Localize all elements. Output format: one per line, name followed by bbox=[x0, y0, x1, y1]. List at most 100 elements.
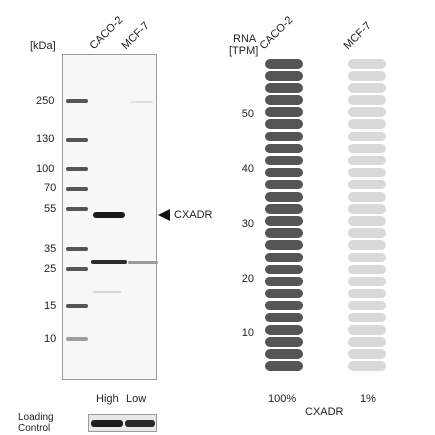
mcf7-rna-pill bbox=[348, 107, 386, 117]
rna-cell-line-mcf7: MCF-7 bbox=[341, 19, 374, 52]
caco2-rna-pill bbox=[265, 300, 303, 311]
marker-label-130: 130 bbox=[36, 133, 55, 145]
mcf7-rna-pill bbox=[348, 179, 386, 190]
target-label: CXADR bbox=[174, 209, 213, 221]
ladder-band-55 bbox=[66, 207, 88, 211]
caco2-band-cxadr bbox=[93, 212, 125, 218]
caco2-rna-pill bbox=[265, 107, 303, 117]
caco2-rna-pill bbox=[265, 83, 303, 93]
mcf7-rna-pill bbox=[348, 71, 386, 81]
mcf7-rna-pill bbox=[348, 288, 386, 299]
caco2-rna-pill bbox=[265, 264, 303, 275]
mcf7-rna-pill bbox=[348, 143, 386, 154]
rna-title-line1: RNA bbox=[233, 33, 257, 45]
caco2-rna-pill bbox=[265, 143, 303, 154]
rna-axis-tick-50: 50 bbox=[241, 108, 254, 120]
rna-axis-tick-10: 10 bbox=[241, 327, 254, 339]
mcf7-rna-pill bbox=[348, 276, 386, 287]
mcf7-rna-pill bbox=[348, 264, 386, 275]
mcf7-rna-pill bbox=[348, 361, 386, 371]
mcf7-rna-pill bbox=[348, 337, 386, 347]
lane-label-mcf7: MCF-7 bbox=[119, 19, 152, 52]
caco2-rna-pill bbox=[265, 95, 303, 105]
mcf7-rna-pill bbox=[348, 312, 386, 323]
mcf7-rna-pill bbox=[348, 83, 386, 93]
loading-band-mcf7 bbox=[125, 420, 155, 427]
caco2-rna-pill bbox=[265, 71, 303, 81]
ladder-band-130 bbox=[66, 138, 88, 142]
caco2-rna-pill bbox=[265, 192, 303, 202]
caco2-rna-pill bbox=[265, 240, 303, 250]
mcf7-rna-pill bbox=[348, 204, 386, 214]
mcf7-rna-pill bbox=[348, 252, 386, 262]
caco2-rna-pill bbox=[265, 59, 303, 69]
loading-band-caco2 bbox=[91, 420, 123, 427]
caco2-band-27kda bbox=[91, 260, 127, 264]
ladder-band-100 bbox=[66, 167, 88, 171]
rna-bar-mcf7 bbox=[348, 59, 386, 373]
rna-axis-tick-20: 20 bbox=[241, 273, 254, 285]
caco2-rna-pill bbox=[265, 337, 303, 347]
mcf7-band-27kda bbox=[128, 261, 158, 264]
caco2-band-faint bbox=[93, 291, 121, 293]
caco2-rna-pill bbox=[265, 155, 303, 166]
caco2-rna-pill bbox=[265, 288, 303, 299]
western-blot-image bbox=[62, 54, 158, 380]
caco2-rna-pill bbox=[265, 119, 303, 129]
rna-title-line2: [TPM] bbox=[229, 45, 259, 57]
lane-level-high: High bbox=[96, 393, 119, 405]
kda-label: [kDa] bbox=[30, 40, 56, 52]
target-arrow-icon bbox=[158, 209, 170, 221]
caco2-rna-pill bbox=[265, 228, 303, 238]
marker-label-15: 15 bbox=[44, 300, 57, 312]
marker-label-55: 55 bbox=[44, 203, 57, 215]
loading-control-label-line2: Control bbox=[18, 423, 51, 434]
caco2-rna-pill bbox=[265, 131, 303, 142]
marker-label-250: 250 bbox=[36, 95, 55, 107]
mcf7-rna-pill bbox=[348, 95, 386, 105]
caco2-rna-pill bbox=[265, 361, 303, 371]
caco2-rna-pill bbox=[265, 216, 303, 226]
ladder-band-35 bbox=[66, 247, 88, 251]
rna-axis-tick-40: 40 bbox=[241, 163, 254, 175]
mcf7-rna-pill bbox=[348, 59, 386, 69]
mcf7-rna-pill bbox=[348, 192, 386, 202]
marker-label-10: 10 bbox=[44, 333, 57, 345]
ladder-band-25 bbox=[66, 267, 88, 271]
caco2-rna-pill bbox=[265, 312, 303, 323]
mcf7-rna-pill bbox=[348, 155, 386, 166]
mcf7-rna-pill bbox=[348, 216, 386, 226]
rna-gene-label: CXADR bbox=[305, 406, 344, 418]
rna-percent-caco2: 100% bbox=[268, 393, 297, 405]
mcf7-rna-pill bbox=[348, 228, 386, 238]
caco2-rna-pill bbox=[265, 276, 303, 287]
mcf7-rna-pill bbox=[348, 167, 386, 178]
ladder-band-10 bbox=[66, 337, 88, 341]
ladder-band-70 bbox=[66, 187, 88, 191]
caco2-rna-pill bbox=[265, 204, 303, 214]
marker-label-35: 35 bbox=[44, 243, 57, 255]
rna-bar-caco2 bbox=[265, 59, 303, 373]
loading-control-label-line1: Loading bbox=[18, 412, 54, 423]
lane-level-low: Low bbox=[126, 393, 147, 405]
mcf7-rna-pill bbox=[348, 349, 386, 359]
caco2-rna-pill bbox=[265, 179, 303, 190]
mcf7-rna-pill bbox=[348, 325, 386, 335]
caco2-rna-pill bbox=[265, 167, 303, 178]
loading-control-image bbox=[88, 414, 157, 432]
lane-label-caco2: CACO-2 bbox=[87, 14, 126, 52]
marker-label-25: 25 bbox=[44, 263, 57, 275]
marker-label-100: 100 bbox=[36, 163, 55, 175]
rna-percent-mcf7: 1% bbox=[360, 393, 376, 405]
caco2-rna-pill bbox=[265, 325, 303, 335]
marker-label-70: 70 bbox=[44, 182, 57, 194]
mcf7-rna-pill bbox=[348, 119, 386, 129]
mcf7-band-faint-high bbox=[131, 101, 153, 103]
rna-axis-tick-30: 30 bbox=[241, 218, 254, 230]
mcf7-rna-pill bbox=[348, 131, 386, 142]
caco2-rna-pill bbox=[265, 349, 303, 359]
ladder-band-15 bbox=[66, 304, 88, 308]
ladder-band-250 bbox=[66, 99, 88, 103]
mcf7-rna-pill bbox=[348, 300, 386, 311]
rna-cell-line-caco2: CACO-2 bbox=[257, 14, 296, 52]
